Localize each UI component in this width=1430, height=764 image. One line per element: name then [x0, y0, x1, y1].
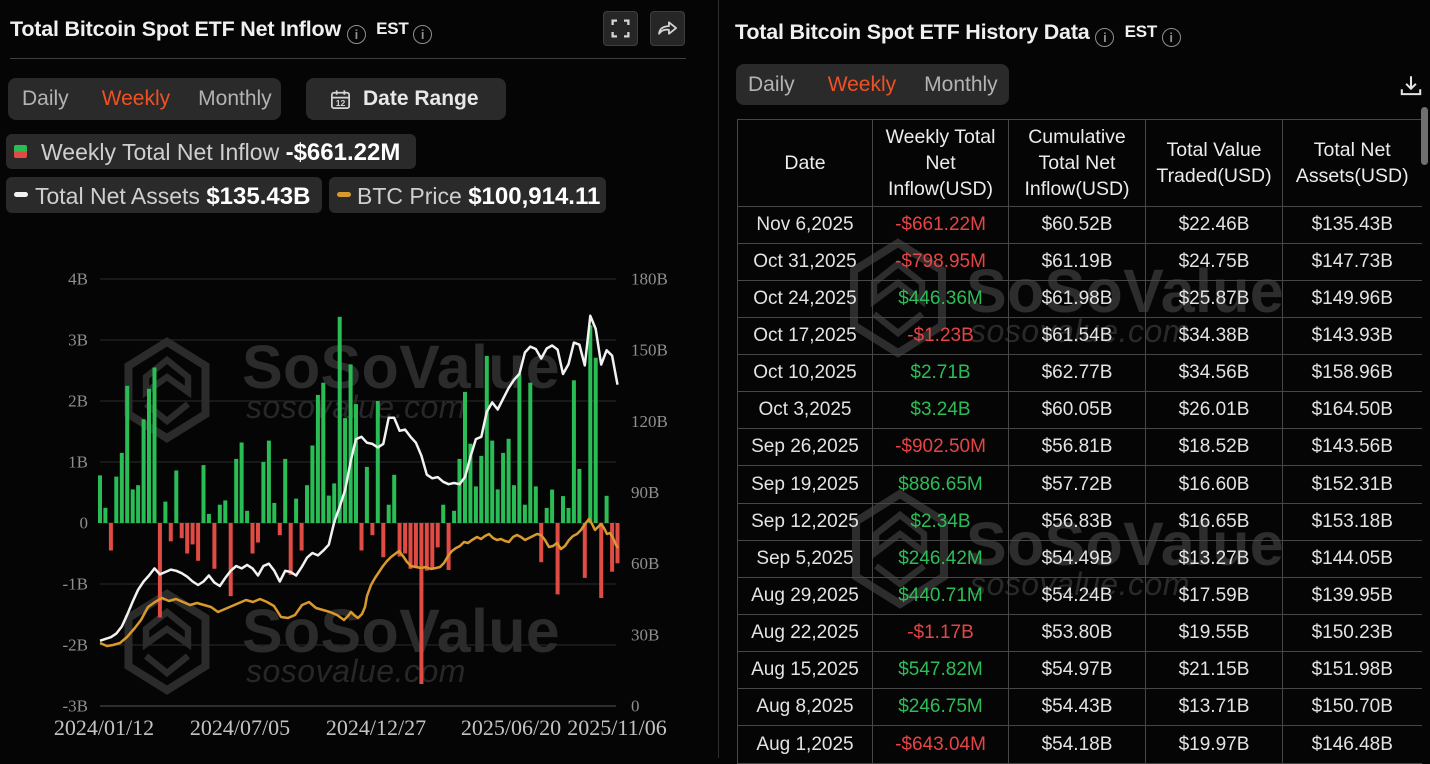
svg-text:0: 0 [80, 514, 89, 533]
svg-text:2024/07/05: 2024/07/05 [190, 715, 290, 740]
svg-text:90B: 90B [631, 483, 659, 502]
svg-text:12: 12 [336, 98, 346, 108]
svg-text:-1B: -1B [63, 575, 89, 594]
svg-text:3B: 3B [68, 331, 88, 350]
svg-text:30B: 30B [631, 625, 659, 644]
svg-text:2025/11/06: 2025/11/06 [567, 715, 666, 740]
svg-text:180B: 180B [631, 270, 668, 289]
svg-text:2024/12/27: 2024/12/27 [326, 715, 426, 740]
svg-text:-2B: -2B [63, 636, 89, 655]
svg-text:sosovalue.com: sosovalue.com [246, 653, 466, 689]
svg-text:2B: 2B [68, 392, 88, 411]
svg-text:SoSoValue: SoSoValue [242, 597, 560, 665]
svg-text:150B: 150B [631, 341, 668, 360]
svg-text:120B: 120B [631, 412, 668, 431]
svg-text:60B: 60B [631, 554, 659, 573]
svg-text:4B: 4B [68, 270, 88, 289]
svg-text:-3B: -3B [63, 697, 89, 716]
svg-text:1B: 1B [68, 453, 88, 472]
svg-text:2024/01/12: 2024/01/12 [54, 715, 154, 740]
svg-text:2025/06/20: 2025/06/20 [461, 715, 561, 740]
svg-text:0: 0 [631, 697, 640, 716]
